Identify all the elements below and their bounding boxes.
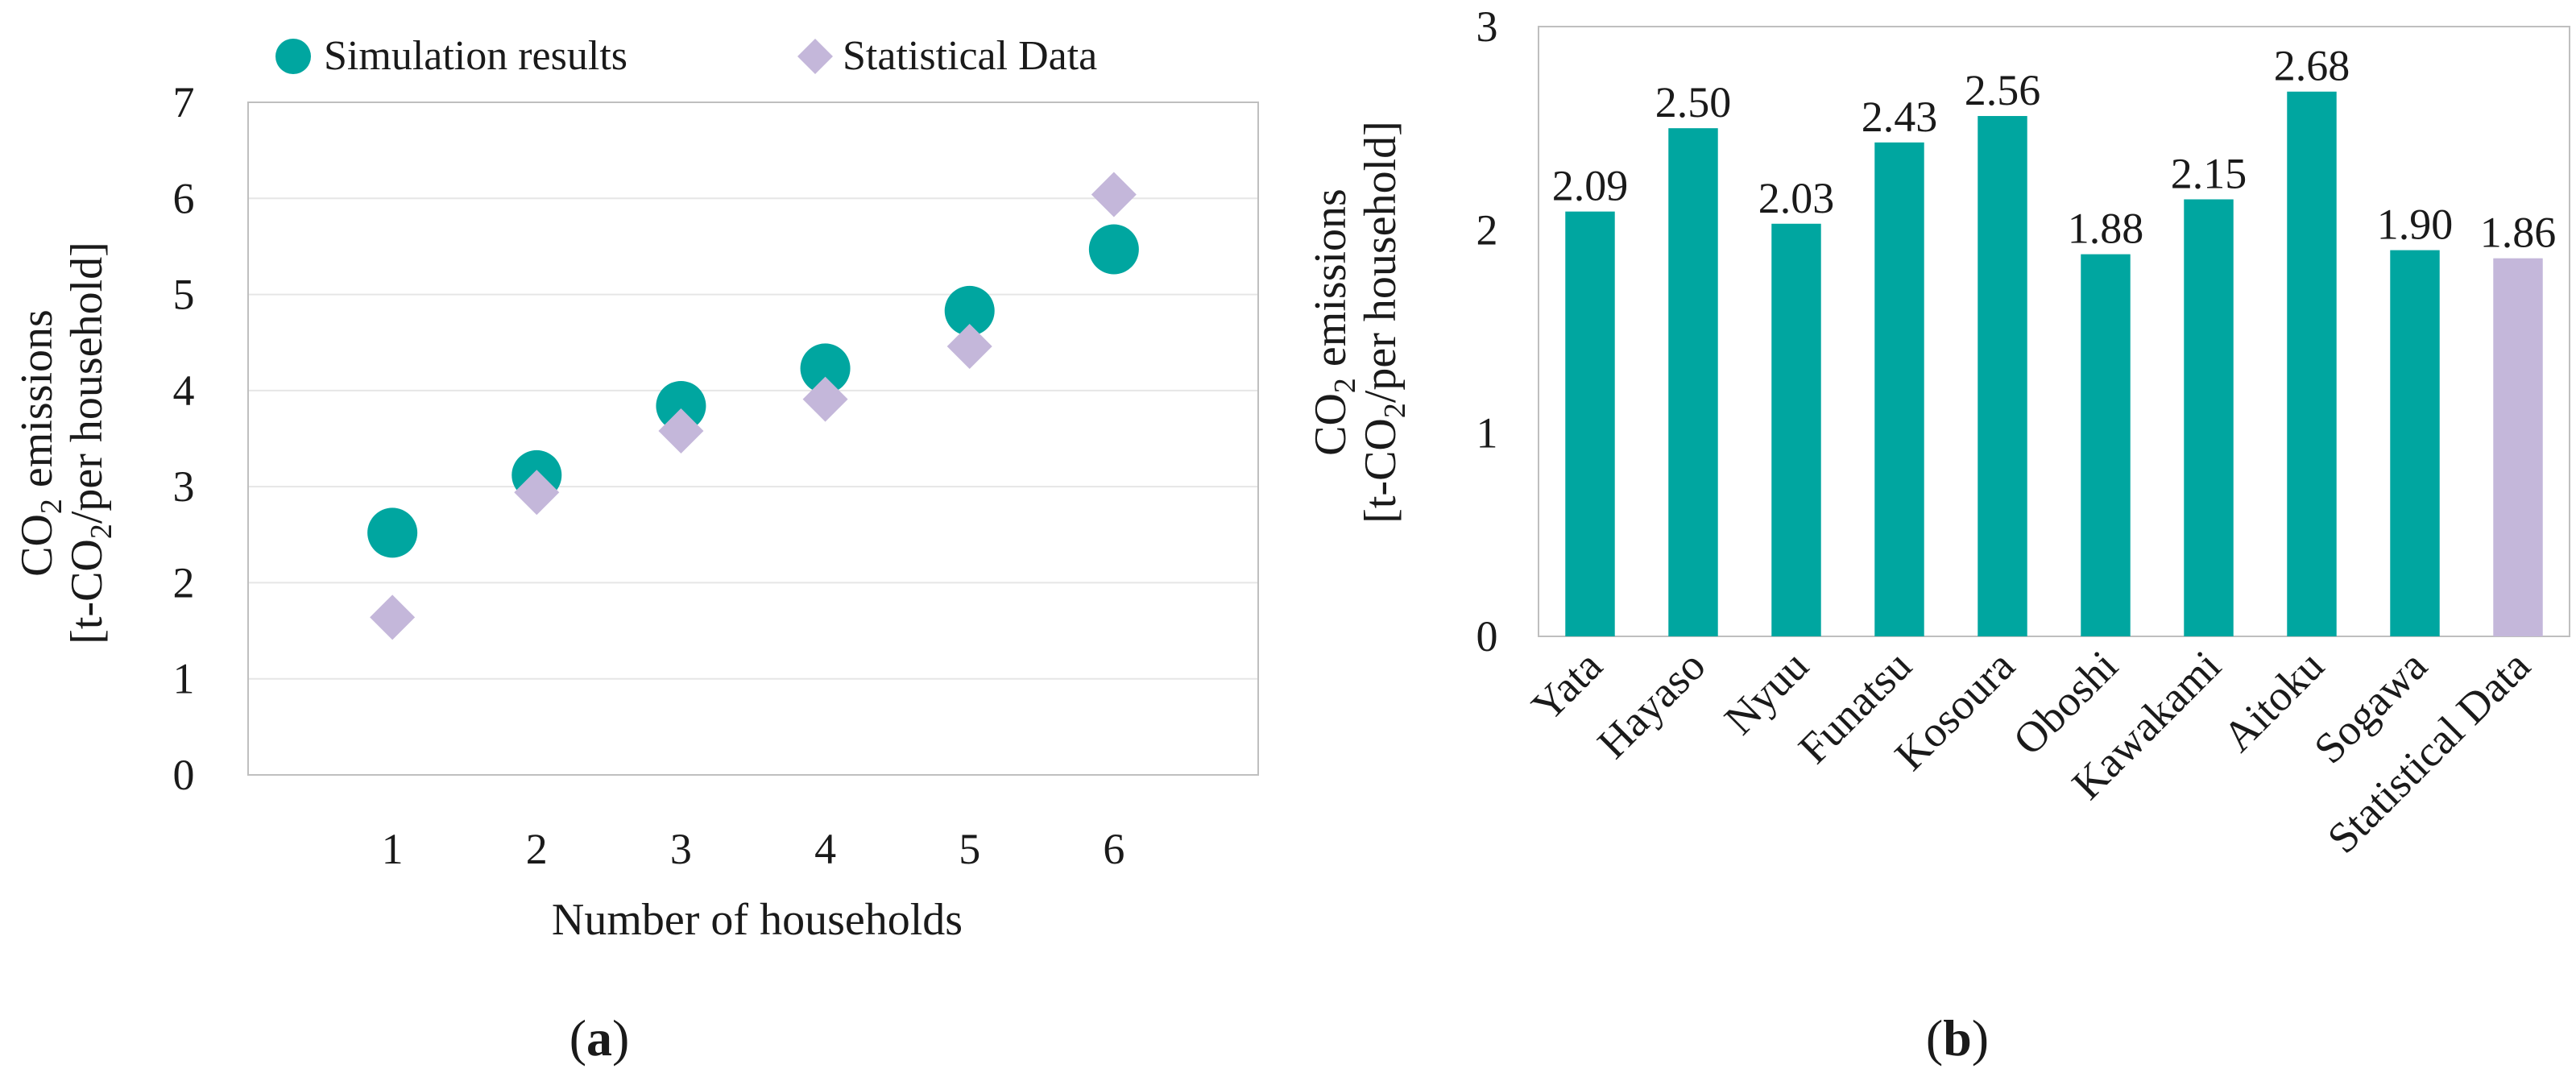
panel-a-x-tick-label: 5 <box>959 825 980 873</box>
panel-a-ylabel-unit-prefix: [t-CO <box>62 539 112 644</box>
bar-value-label: 2.09 <box>1552 162 1629 210</box>
panel-b-value-labels: 2.09 2.50 2.03 2.43 2.56 1.88 2.15 2.68 1.90 1.86 <box>1552 42 2557 257</box>
panel-a-y-tick-labels: 0 1 2 3 4 5 6 7 <box>173 78 195 799</box>
statistical-point <box>370 594 416 640</box>
legend-simulation-marker <box>275 39 311 74</box>
panel-b-y-tick-label: 1 <box>1476 409 1498 458</box>
panel-a-x-tick-label: 4 <box>814 825 836 873</box>
panel-a-x-tick-label: 6 <box>1103 825 1124 873</box>
panel-a-legend: Simulation results Statistical Data <box>275 33 1097 79</box>
panel-b-bar-chart: 0 1 2 3 2.09 2.50 2.03 2.43 2.56 1.88 2.15 2.68 1.9… <box>1306 2 2570 1067</box>
simulation-point <box>367 507 418 558</box>
simulation-point <box>944 285 995 336</box>
bar-value-label: 1.90 <box>2377 201 2454 249</box>
bar-funatsu <box>1874 142 1924 636</box>
bar-sogawa <box>2390 250 2440 636</box>
bar-statistical-data <box>2493 258 2543 636</box>
bar-hayaso <box>1668 128 1718 636</box>
bar-value-label: 2.03 <box>1758 174 1835 222</box>
panel-a-y-axis-title: CO2 emissions [t-CO2/per household] <box>12 242 118 644</box>
bar-kawakami <box>2184 199 2234 636</box>
panel-a-x-tick-labels: 1 2 3 4 5 6 <box>382 825 1125 873</box>
bar-value-label: 2.43 <box>1862 93 1938 141</box>
statistical-point <box>658 408 704 454</box>
legend-statistical-marker <box>797 39 833 74</box>
panel-b-plot-frame <box>1538 26 2570 637</box>
panel-a-x-tick-label: 2 <box>526 825 548 873</box>
panel-b-ylabel-unit-suffix: /per household] <box>1356 121 1406 403</box>
legend-statistical-label: Statistical Data <box>843 33 1097 79</box>
panel-a-data-points <box>367 172 1139 640</box>
statistical-point <box>946 323 992 369</box>
panel-b-letter: b <box>1943 1009 1972 1067</box>
panel-a-y-tick-label: 5 <box>173 271 195 319</box>
statistical-point <box>802 376 848 422</box>
statistical-point <box>1091 172 1137 217</box>
panel-b-ylabel-unit-prefix: [t-CO <box>1356 418 1406 524</box>
simulation-point <box>656 380 706 431</box>
panel-a-letter: a <box>586 1009 612 1067</box>
panel-b-y-tick-label: 2 <box>1476 205 1498 254</box>
panel-a-ylabel-sub: 2 <box>35 499 68 514</box>
svg-text:[t-CO2/per household]: [t-CO2/per household] <box>62 242 118 644</box>
bar-value-label: 1.86 <box>2480 209 2557 257</box>
svg-text:CO2 emissions: CO2 emissions <box>1306 188 1362 456</box>
bar-value-label: 2.50 <box>1655 78 1732 126</box>
panel-a-gridlines <box>248 197 1258 680</box>
svg-text:[t-CO2/per household]: [t-CO2/per household] <box>1356 121 1412 524</box>
panel-b-y-tick-labels: 0 1 2 3 <box>1476 2 1498 661</box>
panel-a-ylabel-emissions: emissions <box>12 309 62 499</box>
panel-a-label: (a) <box>569 1009 630 1067</box>
panel-b-ylabel-unit-sub: 2 <box>1378 403 1412 418</box>
bar-value-label: 2.15 <box>2171 149 2247 197</box>
panel-b-y-tick-label: 3 <box>1476 2 1498 51</box>
bar-value-label: 1.88 <box>2068 205 2144 253</box>
bar-nyuu <box>1771 223 1821 637</box>
panel-b-y-tick-label: 0 <box>1476 612 1498 661</box>
panel-a-x-axis-title: Number of households <box>552 895 963 945</box>
bar-aitoku <box>2287 91 2337 637</box>
panel-b-ylabel-co: CO <box>1306 393 1356 456</box>
bar-oboshi <box>2081 254 2131 636</box>
panel-a-scatter-chart: 0 1 2 3 4 5 6 7 1 2 3 4 5 6 Simulation results Stati… <box>12 33 1259 1067</box>
panel-a-y-tick-label: 1 <box>173 655 195 703</box>
category-label: Yata <box>1522 641 1612 731</box>
panel-a-ylabel-co: CO <box>12 514 62 577</box>
panel-a-x-tick-label: 1 <box>382 825 404 873</box>
bar-value-label: 2.56 <box>1965 66 2041 114</box>
panel-a-x-tick-label: 3 <box>670 825 692 873</box>
bar-kosoura <box>1978 116 2027 636</box>
svg-text:CO2 emissions: CO2 emissions <box>12 309 68 577</box>
statistical-point <box>514 470 560 516</box>
bar-yata <box>1565 211 1615 637</box>
panel-a-y-tick-label: 4 <box>173 367 195 415</box>
panel-a-y-tick-label: 7 <box>173 78 195 126</box>
simulation-point <box>800 343 851 394</box>
panel-b-y-axis-title: CO2 emissions [t-CO2/per household] <box>1306 121 1412 524</box>
panel-a-y-tick-label: 2 <box>173 558 195 607</box>
panel-b-ylabel-emissions: emissions <box>1306 188 1356 378</box>
panel-a-y-tick-label: 6 <box>173 174 195 222</box>
simulation-point <box>1088 224 1139 275</box>
legend-simulation-label: Simulation results <box>324 33 627 79</box>
panel-a-y-tick-label: 0 <box>173 751 195 799</box>
panel-b-label: (b) <box>1926 1009 1989 1067</box>
bar-value-label: 2.68 <box>2274 42 2350 90</box>
panel-a-y-tick-label: 3 <box>173 462 195 511</box>
panel-a-ylabel-unit-suffix: /per household] <box>62 242 112 524</box>
panel-a-ylabel-unit-sub: 2 <box>85 524 118 539</box>
panel-b-bars <box>1565 91 2543 637</box>
panel-a-plot-frame <box>247 101 1259 776</box>
category-label: Hayaso <box>1588 641 1715 768</box>
panel-b-ylabel-sub: 2 <box>1328 378 1362 393</box>
